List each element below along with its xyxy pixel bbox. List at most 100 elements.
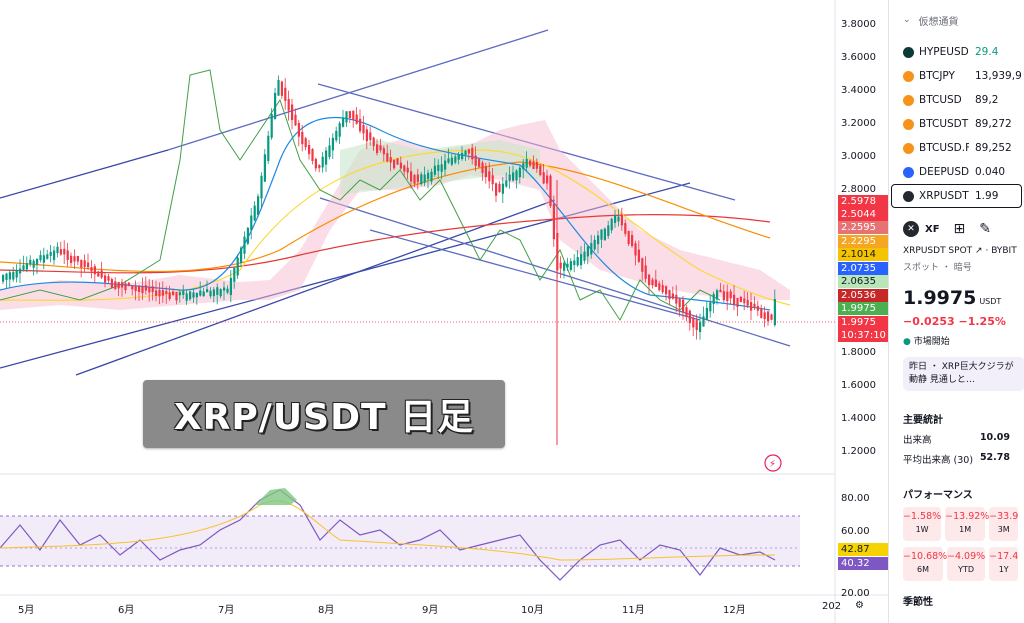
performance-cell[interactable]: −1.58% 1W xyxy=(903,507,942,541)
candle-body xyxy=(658,283,661,291)
watchlist: HYPEUSD 29.4 BTCJPY 13,939,9 BTCUSD 89,2 BTCUS… xyxy=(889,40,1024,208)
lightning-icon xyxy=(764,454,782,472)
candle-body xyxy=(542,172,545,184)
price-tick-label: 3.0000 xyxy=(841,151,876,162)
candle-body xyxy=(573,260,576,266)
performance-cell[interactable]: −13.92% 1M xyxy=(945,507,989,541)
candle-body xyxy=(454,156,457,163)
watchlist-symbol: DEEPUSD xyxy=(919,166,969,178)
performance-cell[interactable]: −4.09% YTD xyxy=(947,547,986,581)
lightning-icon: ⚡ xyxy=(769,459,776,470)
candle-body xyxy=(233,267,236,282)
candle-body xyxy=(168,292,171,300)
candle-body xyxy=(175,292,178,301)
candle-body xyxy=(467,149,470,154)
candle-body xyxy=(97,271,100,277)
candle-body xyxy=(566,263,569,268)
news-item[interactable]: 昨日 ・ XRP巨大クジラが動静 見通しと… xyxy=(903,357,1024,391)
time-tick-label: 11月 xyxy=(622,605,645,616)
price-level-label: 2.2595 xyxy=(838,221,890,234)
candle-body xyxy=(603,228,606,241)
watchlist-row[interactable]: BTCUSD.F 89,252 xyxy=(889,136,1024,160)
candle-body xyxy=(291,104,294,121)
price-chart[interactable]: ⚡ xyxy=(0,0,888,623)
candle-body xyxy=(219,289,222,297)
watchlist-row[interactable]: BTCUSDT 89,272 xyxy=(889,112,1024,136)
symbol-title[interactable]: XRPUSDT SPOT xyxy=(903,246,973,256)
candle-body xyxy=(348,111,351,119)
candle-body xyxy=(712,294,715,305)
time-tick-label: 8月 xyxy=(318,605,335,616)
candle-body xyxy=(202,291,205,297)
candle-body xyxy=(25,263,28,270)
candle-body xyxy=(93,266,96,275)
candle-body xyxy=(617,216,620,222)
watchlist-row[interactable]: BTCJPY 13,939,9 xyxy=(889,64,1024,88)
candle-body xyxy=(365,129,368,142)
performance-cell[interactable]: −33.9 3M xyxy=(989,507,1019,541)
chevron-down-icon[interactable]: ⌄ xyxy=(903,15,911,25)
edit-icon[interactable]: ✎ xyxy=(979,221,992,237)
coin-icon xyxy=(903,46,914,58)
watchlist-price: 0.040 xyxy=(975,166,1006,178)
exchange-name[interactable]: BYBIT xyxy=(991,246,1017,256)
candle-body xyxy=(634,243,637,256)
performance-cell[interactable]: −10.68% 6M xyxy=(903,547,948,581)
coin-icon xyxy=(903,166,914,178)
price-tick-label: 1.4000 xyxy=(841,413,876,424)
candle-body xyxy=(270,113,273,138)
candle-body xyxy=(484,166,487,178)
performance-cell[interactable]: −17.4 1Y xyxy=(989,547,1019,581)
candle-body xyxy=(750,302,753,311)
settings-gear-icon[interactable]: ⚙ xyxy=(855,600,864,611)
candle-body xyxy=(165,291,168,294)
grid-icon[interactable]: ⊞ xyxy=(953,221,966,237)
candle-body xyxy=(522,163,525,170)
stat-volume: 出来高 10.09 xyxy=(903,432,1010,446)
candle-body xyxy=(532,161,535,170)
candle-body xyxy=(304,138,307,148)
candle-body xyxy=(87,262,90,268)
chart-area[interactable]: ⚡ 3.8000 3.6000 3.4000 3.2000 3.0000 2.8000 1.… xyxy=(0,0,890,623)
candle-body xyxy=(369,132,372,140)
ichimoku-cloud xyxy=(0,120,790,310)
candle-body xyxy=(627,230,630,244)
xrp-logo-icon: ✕ xyxy=(903,221,919,237)
candle-body xyxy=(535,162,538,169)
candle-body xyxy=(328,145,331,157)
candle-body xyxy=(495,183,498,196)
watchlist-row[interactable]: DEEPUSD 0.040 xyxy=(889,160,1024,184)
candle-body xyxy=(100,270,103,278)
candle-body xyxy=(195,292,198,298)
candle-body xyxy=(8,272,11,280)
watchlist-row[interactable]: BTCUSD 89,2 xyxy=(889,88,1024,112)
candle-body xyxy=(661,285,664,293)
candle-body xyxy=(699,321,702,333)
rsi-tick-label: 80.00 xyxy=(841,493,870,504)
price-level-label: 10:37:10 xyxy=(838,329,890,342)
trend-line xyxy=(167,29,549,151)
candle-body xyxy=(719,289,722,293)
candle-body xyxy=(124,283,127,291)
candle-body xyxy=(444,160,447,170)
external-link-icon[interactable]: ↗ xyxy=(975,246,983,256)
candle-body xyxy=(2,275,5,282)
performance-value: −10.68% xyxy=(903,551,948,562)
candle-body xyxy=(127,282,130,286)
watchlist-symbol: HYPEUSD xyxy=(919,46,969,58)
market-status-text: 市場開始 xyxy=(913,337,950,347)
coin-icon xyxy=(903,70,914,82)
candle-body xyxy=(695,320,698,331)
watchlist-row[interactable]: HYPEUSD 29.4 xyxy=(889,40,1024,64)
candle-body xyxy=(726,291,729,302)
watchlist-header[interactable]: ⌄ 仮想通貨 xyxy=(889,0,1024,40)
candle-body xyxy=(600,229,603,240)
price-currency: USDT xyxy=(979,297,1002,306)
candle-body xyxy=(440,164,443,172)
watchlist-row[interactable]: XRPUSDT 1.99 xyxy=(891,184,1022,208)
last-price-value: 1.9975 xyxy=(903,287,977,309)
rsi-ma-line xyxy=(0,500,776,561)
market-status: ● 市場開始 xyxy=(903,334,1010,347)
candle-body xyxy=(651,279,654,286)
candle-body xyxy=(372,137,375,147)
